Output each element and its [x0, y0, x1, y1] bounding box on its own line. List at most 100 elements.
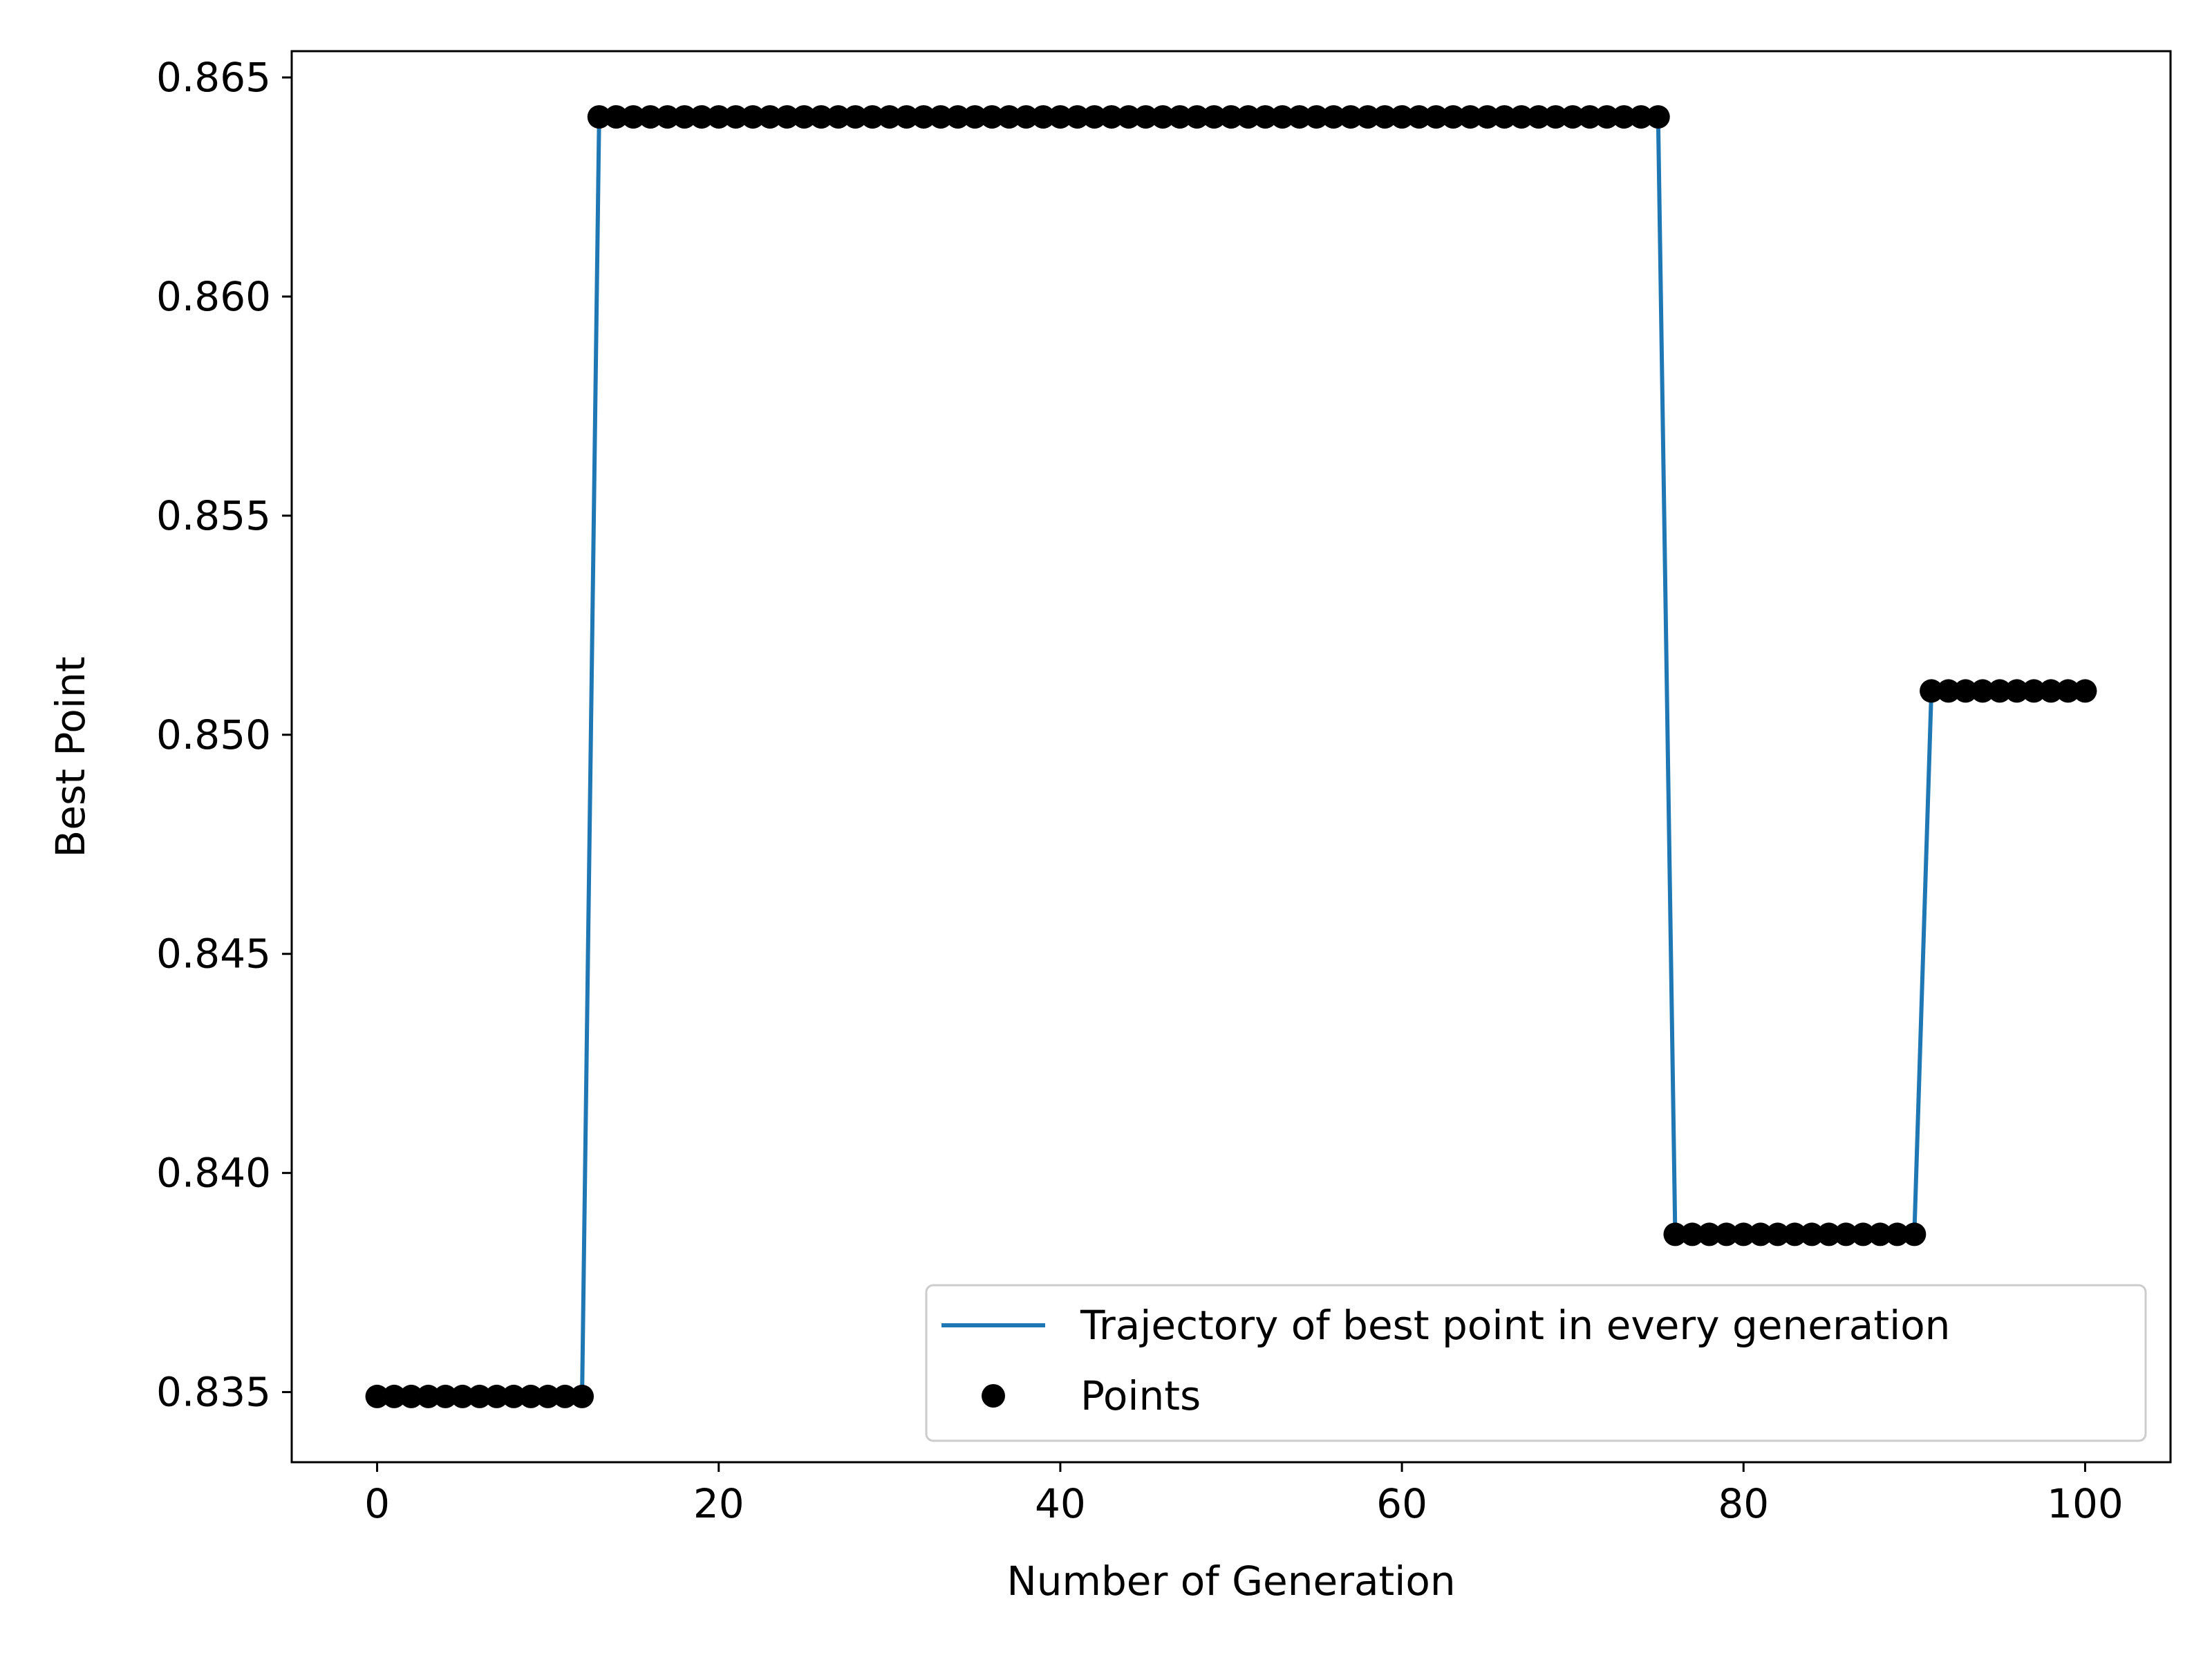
data-point [2039, 679, 2063, 703]
data-point [1065, 105, 1089, 129]
data-point [1492, 105, 1517, 129]
data-point [1902, 1222, 1927, 1246]
y-axis-label: Best Point [47, 657, 94, 858]
data-point [1219, 105, 1243, 129]
data-point [1526, 105, 1550, 129]
data-point [1765, 1222, 1790, 1246]
y-axis-ticks: 0.835 0.840 0.845 0.850 0.855 0.860 0.865 [156, 54, 292, 1416]
data-point [2056, 679, 2080, 703]
axes-frame [290, 50, 2172, 1464]
data-point [1732, 1222, 1756, 1246]
data-point [1458, 105, 1482, 129]
data-point [570, 1384, 594, 1408]
data-point [1851, 1222, 1875, 1246]
data-point [1629, 105, 1653, 129]
data-point [706, 105, 731, 129]
data-point [792, 105, 816, 129]
data-point [553, 1384, 577, 1408]
data-point [1936, 679, 1960, 703]
data-point [1100, 105, 1124, 129]
data-point [382, 1384, 406, 1408]
data-point [1663, 1222, 1687, 1246]
data-point [2073, 679, 2097, 703]
x-tick-label: 60 [1376, 1480, 1427, 1527]
legend-label-points: Points [1080, 1372, 1201, 1419]
data-point [1116, 105, 1141, 129]
data-point [1202, 105, 1226, 129]
data-point [843, 105, 868, 129]
data-point [1356, 105, 1380, 129]
x-axis-label: Number of Generation [1006, 1558, 1455, 1605]
x-tick-label: 100 [2047, 1480, 2124, 1527]
data-point [1287, 105, 1311, 129]
data-point [587, 105, 611, 129]
data-point [1510, 105, 1534, 129]
y-tick-label: 0.865 [156, 54, 271, 101]
x-tick-label: 20 [693, 1480, 744, 1527]
y-tick-label: 0.855 [156, 492, 271, 539]
data-point [1577, 105, 1602, 129]
data-point [2005, 679, 2029, 703]
data-point [1185, 105, 1209, 129]
data-point [1697, 1222, 1721, 1246]
data-point [433, 1384, 458, 1408]
data-point [1595, 105, 1619, 129]
data-point [621, 105, 646, 129]
data-point [1390, 105, 1414, 129]
y-tick-label: 0.850 [156, 711, 271, 758]
data-point [1236, 105, 1260, 129]
data-point [997, 105, 1021, 129]
data-point [877, 105, 901, 129]
data-point [1971, 679, 1995, 703]
data-point [1920, 679, 1944, 703]
x-axis-ticks: 0 20 40 60 80 100 [364, 1462, 2124, 1527]
data-point [928, 105, 953, 129]
data-point [1544, 105, 1568, 129]
data-point [365, 1384, 389, 1408]
data-point [451, 1384, 475, 1408]
data-point [1748, 1222, 1772, 1246]
data-point [1134, 105, 1158, 129]
x-tick-label: 80 [1718, 1480, 1769, 1527]
data-point [502, 1384, 526, 1408]
legend: Trajectory of best point in every genera… [925, 1284, 2147, 1442]
data-point [741, 105, 765, 129]
data-point [1714, 1222, 1738, 1246]
data-point [690, 105, 714, 129]
data-point [1834, 1222, 1858, 1246]
x-tick-label: 0 [364, 1480, 390, 1527]
data-point [826, 105, 850, 129]
data-point [775, 105, 799, 129]
data-point [809, 105, 833, 129]
data-point [946, 105, 970, 129]
data-point [416, 1384, 440, 1408]
data-point [1014, 105, 1038, 129]
data-point [655, 105, 679, 129]
data-point [894, 105, 919, 129]
data-point [1304, 105, 1329, 129]
y-tick-label: 0.835 [156, 1369, 271, 1416]
data-point [1783, 1222, 1807, 1246]
data-point [1151, 105, 1175, 129]
data-point [963, 105, 987, 129]
data-point [1048, 105, 1072, 129]
legend-label-trajectory: Trajectory of best point in every genera… [1080, 1302, 1950, 1349]
data-point [1885, 1222, 1909, 1246]
legend-marker-swatch [982, 1384, 1005, 1408]
data-point [1031, 105, 1056, 129]
data-point [1441, 105, 1465, 129]
data-point [1817, 1222, 1841, 1246]
y-tick-label: 0.840 [156, 1150, 271, 1197]
data-point [2022, 679, 2046, 703]
data-point [912, 105, 936, 129]
x-tick-label: 40 [1035, 1480, 1086, 1527]
data-point [399, 1384, 423, 1408]
data-point [518, 1384, 543, 1408]
data-point [1338, 105, 1362, 129]
data-point [1646, 105, 1670, 129]
data-point [485, 1384, 509, 1408]
data-point [1475, 105, 1499, 129]
data-point [980, 105, 1004, 129]
data-point [1373, 105, 1397, 129]
